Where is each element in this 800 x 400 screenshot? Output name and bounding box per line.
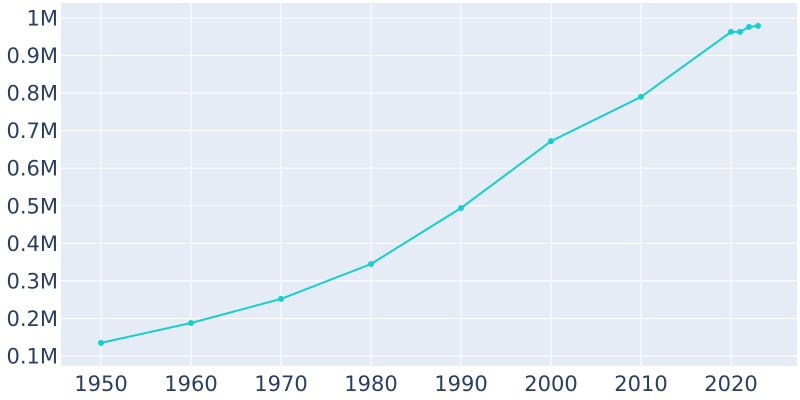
y-tick-label: 0.3M xyxy=(6,269,58,293)
x-tick-label: 1970 xyxy=(254,372,307,396)
data-point xyxy=(188,319,194,326)
data-point xyxy=(548,138,554,145)
data-point xyxy=(737,28,743,35)
x-tick-label: 2020 xyxy=(704,372,757,396)
data-point-markers xyxy=(98,22,761,346)
x-tick-label: 2010 xyxy=(614,372,667,396)
data-point xyxy=(458,205,464,212)
data-point xyxy=(368,260,374,267)
data-point xyxy=(728,28,734,35)
y-tick-label: 0.7M xyxy=(6,119,58,143)
x-tick-label: 1980 xyxy=(344,372,397,396)
y-tick-label: 0.8M xyxy=(6,82,58,106)
x-tick-label: 1950 xyxy=(74,372,127,396)
y-tick-label: 0.1M xyxy=(6,345,58,369)
gridlines xyxy=(61,3,797,366)
y-tick-label: 0.5M xyxy=(6,194,58,218)
data-point xyxy=(278,295,284,302)
x-tick-label: 2000 xyxy=(524,372,577,396)
data-point xyxy=(98,339,104,346)
data-point xyxy=(746,24,752,31)
x-tick-label: 1960 xyxy=(164,372,217,396)
y-tick-label: 1M xyxy=(27,7,58,31)
x-tick-label: 1990 xyxy=(434,372,487,396)
x-axis-ticks: 1950 1960 1970 1980 1990 2000 2010 2020 xyxy=(74,372,757,396)
y-tick-label: 0.4M xyxy=(6,232,58,256)
y-tick-label: 0.2M xyxy=(6,307,58,331)
y-tick-label: 0.9M xyxy=(6,44,58,68)
plot-background xyxy=(61,3,797,366)
data-point xyxy=(638,93,644,100)
y-tick-label: 0.6M xyxy=(6,157,58,181)
data-point xyxy=(755,22,761,29)
y-axis-ticks: 0.1M 0.2M 0.3M 0.4M 0.5M 0.6M 0.7M 0.8M 0.9M 1M xyxy=(6,7,58,369)
